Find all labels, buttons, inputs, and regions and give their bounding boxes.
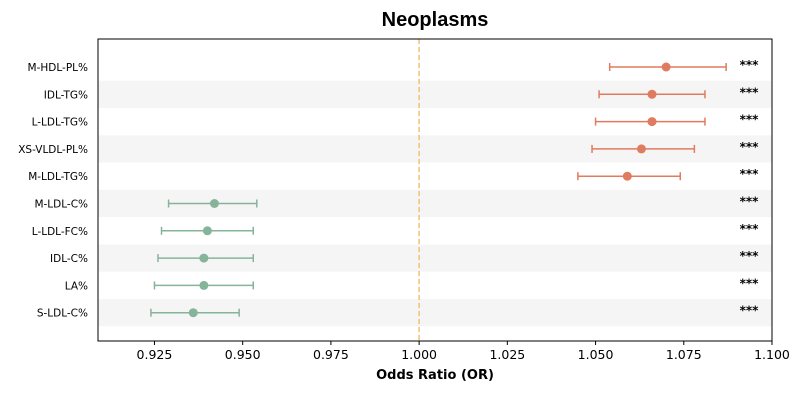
x-tick-label: 1.000 — [401, 347, 437, 362]
significance-label: *** — [740, 276, 760, 290]
row-label: S-LDL-C% — [37, 308, 88, 320]
significance-label: *** — [740, 195, 760, 209]
point-estimate — [661, 62, 671, 72]
x-tick-label: 0.975 — [313, 347, 349, 362]
x-tick-label: 0.925 — [137, 347, 173, 362]
row-label: LA% — [65, 280, 88, 292]
x-tick-label: 1.100 — [754, 347, 790, 362]
point-estimate — [188, 308, 198, 318]
x-tick-label: 1.050 — [578, 347, 614, 362]
significance-label: *** — [740, 167, 760, 181]
row-label: IDL-TG% — [44, 89, 88, 101]
plot-frame — [97, 38, 773, 342]
row-label: L-LDL-FC% — [32, 226, 88, 238]
significance-label: *** — [740, 140, 760, 154]
x-axis-label: Odds Ratio (OR) — [376, 368, 494, 383]
x-tick-label: 1.075 — [666, 347, 702, 362]
point-estimate — [209, 199, 219, 208]
point-estimate — [199, 253, 209, 263]
significance-label: *** — [740, 58, 760, 72]
significance-label: *** — [740, 249, 760, 263]
row-label: M-HDL-PL% — [28, 62, 88, 74]
row-label: M-LDL-TG% — [28, 171, 88, 183]
point-estimate — [202, 226, 212, 236]
point-estimate — [199, 280, 209, 290]
point-estimate — [622, 171, 632, 181]
point-estimate — [647, 117, 657, 127]
row-label: IDL-C% — [50, 253, 88, 265]
significance-label: *** — [740, 304, 760, 318]
row-label: M-LDL-C% — [34, 199, 88, 211]
point-estimate — [647, 89, 657, 99]
row-label: L-LDL-TG% — [32, 117, 88, 129]
row-label: XS-VLDL-PL% — [18, 144, 88, 156]
point-estimate — [636, 144, 646, 154]
significance-label: *** — [740, 113, 760, 127]
significance-label: *** — [740, 222, 760, 236]
significance-label: *** — [740, 85, 760, 99]
x-tick-label: 0.950 — [225, 347, 261, 362]
chart-title: Neoplasms — [381, 9, 489, 31]
x-tick-label: 1.025 — [489, 347, 525, 362]
